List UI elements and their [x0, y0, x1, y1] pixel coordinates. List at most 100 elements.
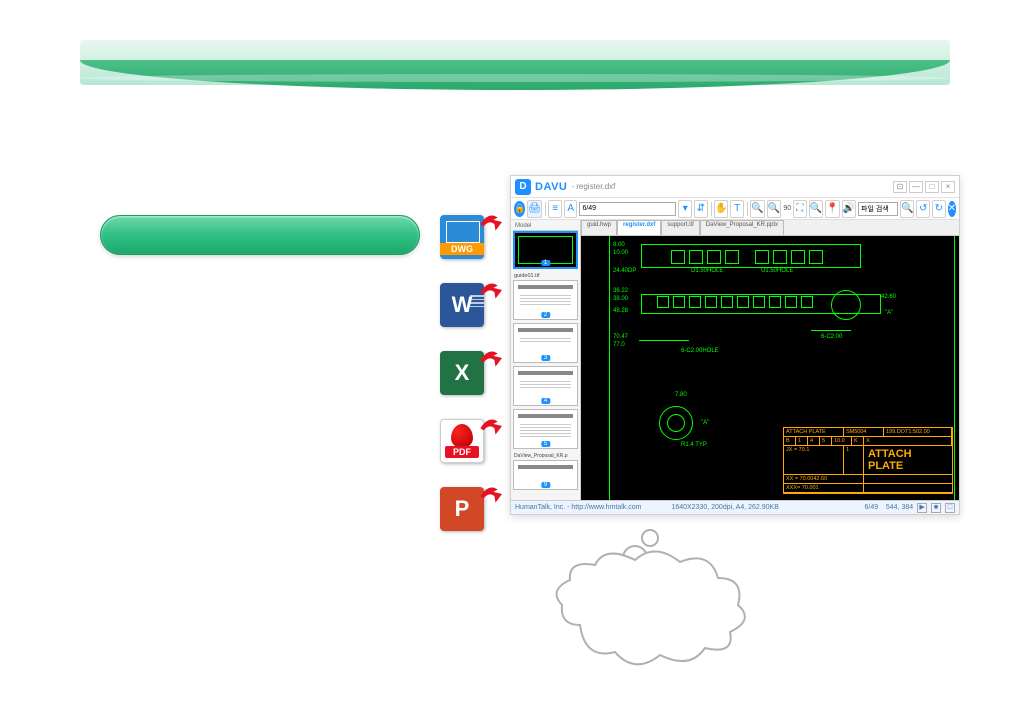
thumbnail-item[interactable]: 3	[513, 323, 578, 363]
magnifier-button[interactable]: 🔍	[809, 200, 823, 218]
thumbnail-panel: Model 1 guide01.tif 2 3 4 5 DaView_Propo…	[511, 220, 581, 500]
tab-register[interactable]: register.dxf	[617, 220, 661, 235]
app-logo-icon	[515, 179, 531, 195]
cad-dim: 70.47	[613, 334, 628, 340]
window-close-button[interactable]: ×	[941, 181, 955, 193]
rotate-cw-button[interactable]: ↻	[932, 200, 946, 218]
pin-button[interactable]: 📍	[825, 200, 839, 218]
tb-cell: K	[852, 437, 864, 445]
speaker-button[interactable]: 🔊	[842, 200, 856, 218]
window-maximize-button[interactable]: □	[925, 181, 939, 193]
tb-cell: 1	[796, 437, 808, 445]
status-play-button[interactable]: ▶	[917, 503, 927, 513]
close-panel-button[interactable]: ✕	[948, 201, 956, 217]
status-pages: 6/49	[864, 504, 878, 511]
cad-dim: 24.40DP	[613, 268, 636, 274]
thumbnail-item[interactable]: 5	[513, 409, 578, 449]
tb-cell: JX = 70.1	[784, 446, 844, 474]
tb-drawing-title: ATTACH PLATE	[864, 446, 952, 474]
tab-proposal[interactable]: DaView_Proposal_KR.pptx	[700, 220, 784, 235]
zoom-fit-button[interactable]: ⛶	[793, 200, 807, 218]
page-select[interactable]	[579, 202, 676, 216]
status-coord: 544, 384	[886, 504, 913, 511]
lock-icon[interactable]: 🔒	[514, 201, 525, 217]
zoom-out-button[interactable]: 🔍	[750, 200, 764, 218]
davu-app-window: DAVU - register.dxf ⊡ — □ × 🔒 🖨 ≡ A ▾ ⇵ …	[510, 175, 960, 515]
cad-dim: 10.00	[613, 250, 628, 256]
arrow-icon	[476, 209, 502, 240]
tab-guid[interactable]: guid.hwp	[581, 220, 617, 235]
status-mode-button[interactable]: □	[945, 503, 955, 513]
print-button[interactable]: 🖨	[527, 200, 542, 218]
tb-cell: 5	[820, 437, 832, 445]
title-bar: DAVU - register.dxf ⊡ — □ ×	[511, 176, 959, 198]
cad-viewport[interactable]: 8.00 10.00 24.40DP 36.22 38.00 48.28 70.…	[581, 236, 959, 500]
cad-dim: 48.28	[613, 308, 628, 314]
tb-cell: 10.0	[832, 437, 852, 445]
window-minimize-button[interactable]: —	[909, 181, 923, 193]
cad-dim: 8.00	[613, 242, 625, 248]
cad-detail-dim: 7.80	[675, 392, 687, 398]
arrow-icon	[476, 413, 502, 444]
cad-detail-a: "A"	[701, 420, 709, 426]
zoom-in-button[interactable]: 🔍	[767, 200, 781, 218]
app-title: DAVU	[535, 181, 567, 193]
sort-down-icon[interactable]: ▾	[678, 200, 692, 218]
cad-label-a: "A"	[885, 310, 893, 316]
thumbnail-label: guide01.tif	[513, 272, 578, 280]
green-pill-button[interactable]	[100, 215, 420, 255]
arrow-icon	[476, 277, 502, 308]
status-fileinfo: 1640X2330, 200dpi, A4, 262.90KB	[671, 504, 778, 511]
file-icon-word	[440, 283, 488, 331]
file-icon-excel	[440, 351, 488, 399]
cad-hole-label: 6-C2.00HOLE	[681, 348, 719, 354]
window-controls: ⊡ — □ ×	[893, 181, 955, 193]
cad-hole-label: U1.50HOLE	[761, 268, 793, 274]
tb-cell: 199.DOT1:502.00	[884, 428, 952, 436]
text-tool[interactable]: T	[730, 200, 744, 218]
thumbnail-item[interactable]: 9	[513, 460, 578, 490]
align-button[interactable]: ≡	[548, 200, 562, 218]
cad-hole-label: 6-C2.00	[821, 334, 842, 340]
thumbnail-item[interactable]: 4	[513, 366, 578, 406]
app-filename: - register.dxf	[571, 182, 615, 191]
tb-cell: X	[864, 437, 952, 445]
thumbnail-item[interactable]: 2	[513, 280, 578, 320]
thought-cloud	[540, 520, 760, 685]
tab-support[interactable]: support.tif	[661, 220, 699, 235]
cad-dim: 77.0	[613, 342, 625, 348]
title-block: ATTACH PLATE SM5004 199.DOT1:502.00 B 1 …	[783, 427, 953, 494]
arrow-icon	[476, 481, 502, 512]
rotate-ccw-button[interactable]: ↺	[916, 200, 930, 218]
file-icon-dwg	[440, 215, 488, 263]
search-button[interactable]: 🔍	[900, 200, 914, 218]
hand-tool[interactable]: ✋	[714, 200, 728, 218]
tb-cell: 1	[844, 446, 864, 474]
search-combo[interactable]	[858, 202, 898, 216]
cad-detail-r: R1.4 TYP	[681, 442, 707, 448]
tb-cell: ATTACH PLATE	[784, 428, 844, 436]
status-company: HumanTalk, Inc. - http://www.hmtalk.com	[515, 504, 641, 511]
cad-hole-label: D1.50HOLE	[691, 268, 723, 274]
cad-dim: 42.60	[881, 294, 896, 300]
font-button[interactable]: A	[564, 200, 578, 218]
thumbnail-label: DaView_Proposal_KR.p	[513, 452, 578, 460]
tb-cell: SM5004	[844, 428, 884, 436]
file-icon-pdf	[440, 419, 488, 467]
status-stop-button[interactable]: ■	[931, 503, 941, 513]
tb-cell: XXX= 70.001	[784, 484, 864, 492]
zoom-value: 90	[783, 205, 791, 212]
cad-dim: 36.22	[613, 288, 628, 294]
file-icon-powerpoint	[440, 487, 488, 535]
viewer-tabs: guid.hwp register.dxf support.tif DaView…	[581, 220, 959, 236]
tb-cell: XX = 70.0042.60	[784, 475, 864, 483]
window-restore-button[interactable]: ⊡	[893, 181, 907, 193]
tb-cell: B	[784, 437, 796, 445]
header-swoosh	[80, 40, 950, 100]
arrow-icon	[476, 345, 502, 376]
thumbnail-item[interactable]: 1	[513, 231, 578, 269]
sort-alt-icon[interactable]: ⇵	[694, 200, 708, 218]
status-bar: HumanTalk, Inc. - http://www.hmtalk.com …	[511, 500, 959, 514]
cad-dim: 38.00	[613, 296, 628, 302]
thumbnail-header: Model	[513, 222, 578, 231]
